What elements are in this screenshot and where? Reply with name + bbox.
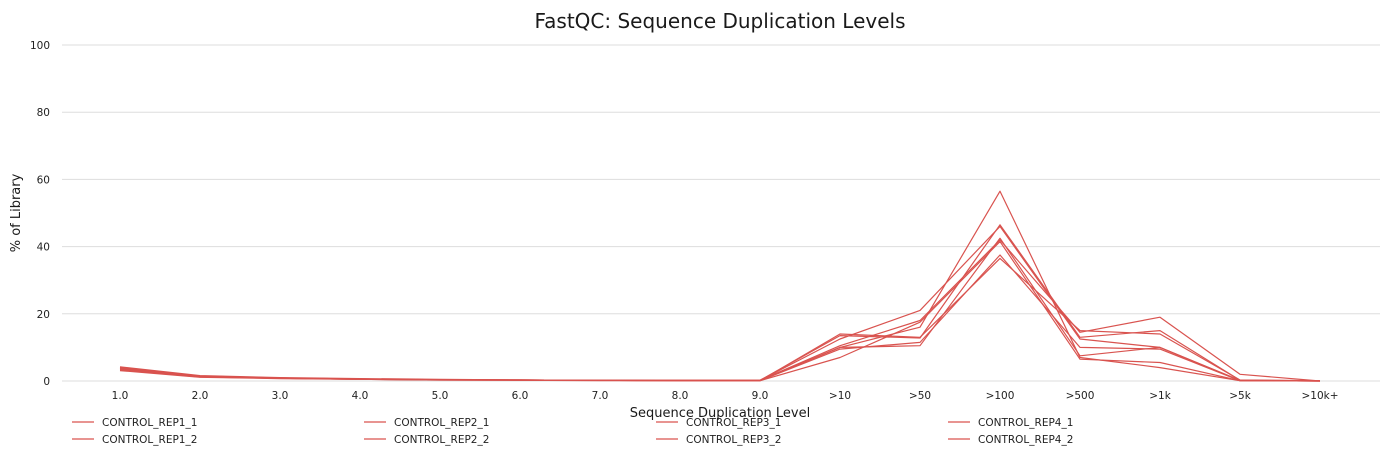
y-tick-label: 60 [37, 174, 50, 186]
series-line [119, 241, 1321, 382]
series-line [119, 190, 1321, 382]
series-lines [119, 190, 1321, 382]
chart-title: FastQC: Sequence Duplication Levels [534, 9, 905, 33]
x-tick-label: >50 [909, 390, 931, 402]
legend-item[interactable]: CONTROL_REP2_2 [364, 434, 489, 446]
y-tick-label: 0 [43, 376, 50, 388]
series-line [119, 239, 1321, 382]
legend-label: CONTROL_REP1_1 [102, 417, 197, 429]
y-axis-ticks: 0 20 40 60 80 100 [30, 40, 50, 388]
legend-label: CONTROL_REP4_1 [978, 417, 1073, 429]
x-tick-label: >10k+ [1301, 390, 1338, 402]
series-line [119, 225, 1321, 382]
x-tick-label: 7.0 [592, 390, 609, 402]
x-axis-label: Sequence Duplication Level [630, 406, 810, 421]
y-tick-label: 40 [37, 242, 50, 254]
y-axis-label: % of Library [9, 173, 24, 252]
series-line [119, 257, 1321, 382]
legend: CONTROL_REP1_1 CONTROL_REP1_2 CONTROL_REP2… [72, 417, 1073, 446]
grid [62, 44, 1380, 382]
x-tick-label: 5.0 [432, 390, 449, 402]
y-tick-label: 80 [37, 107, 50, 119]
legend-label: CONTROL_REP3_1 [686, 417, 781, 429]
legend-item[interactable]: CONTROL_REP4_1 [948, 417, 1073, 429]
y-tick-label: 20 [37, 309, 50, 321]
x-axis-ticks: 1.0 2.0 3.0 4.0 5.0 6.0 7.0 8.0 9.0 >10 >50 >100 >50… [112, 390, 1339, 402]
legend-item[interactable]: CONTROL_REP1_2 [72, 434, 197, 446]
x-tick-label: >5k [1229, 390, 1251, 402]
x-tick-label: 3.0 [272, 390, 289, 402]
series-line [119, 237, 1321, 382]
legend-label: CONTROL_REP2_1 [394, 417, 489, 429]
x-tick-label: >1k [1149, 390, 1171, 402]
legend-label: CONTROL_REP2_2 [394, 434, 489, 446]
series-line [119, 224, 1321, 382]
x-tick-label: 8.0 [672, 390, 689, 402]
legend-item[interactable]: CONTROL_REP4_2 [948, 434, 1073, 446]
legend-item[interactable]: CONTROL_REP2_1 [364, 417, 489, 429]
legend-label: CONTROL_REP1_2 [102, 434, 197, 446]
x-tick-label: 1.0 [112, 390, 129, 402]
x-tick-label: 2.0 [192, 390, 209, 402]
y-tick-label: 100 [30, 40, 50, 52]
legend-item[interactable]: CONTROL_REP3_2 [656, 434, 781, 446]
x-tick-label: 9.0 [752, 390, 769, 402]
legend-label: CONTROL_REP3_2 [686, 434, 781, 446]
x-tick-label: >500 [1066, 390, 1095, 402]
x-tick-label: >10 [829, 390, 851, 402]
x-tick-label: 6.0 [512, 390, 529, 402]
legend-label: CONTROL_REP4_2 [978, 434, 1073, 446]
legend-item[interactable]: CONTROL_REP3_1 [656, 417, 781, 429]
x-tick-label: >100 [986, 390, 1015, 402]
x-tick-label: 4.0 [352, 390, 369, 402]
legend-item[interactable]: CONTROL_REP1_1 [72, 417, 197, 429]
